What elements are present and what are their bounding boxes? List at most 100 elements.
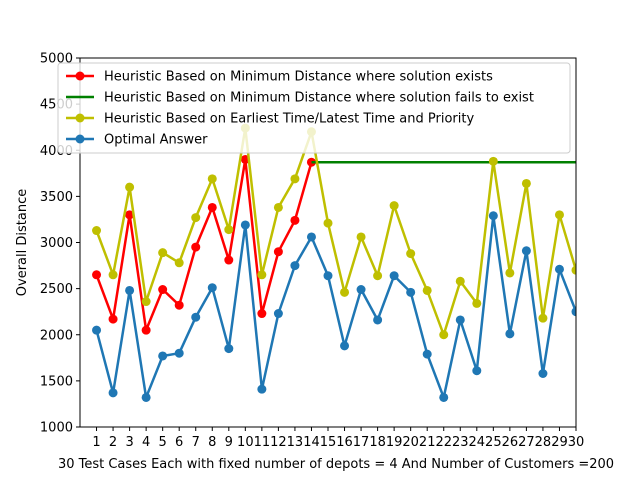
data-point [257,384,267,394]
legend-item: Heuristic Based on Earliest Time/Latest … [66,112,474,127]
data-point [158,351,168,361]
data-point [240,220,250,230]
legend-item: Optimal Answer [66,133,208,148]
x-tick-label: 4 [142,435,150,450]
series-line [95,158,313,332]
x-tick-label: 3 [125,435,133,450]
y-tick-label: 3000 [40,236,73,251]
data-point [571,265,576,275]
x-tick-label: 17 [353,435,370,450]
y-tick-label: 1500 [40,374,73,389]
x-tick-label: 19 [386,435,403,450]
data-point [191,242,201,252]
data-point [505,329,515,339]
legend-label: Heuristic Based on Earliest Time/Latest … [104,112,474,127]
x-tick-label: 5 [159,435,167,450]
data-point [356,285,366,295]
x-tick-label: 14 [303,435,320,450]
data-point [141,392,151,402]
x-tick-label: 2 [109,435,117,450]
data-point [389,271,399,281]
data-point [273,247,283,257]
x-tick-label: 7 [192,435,200,450]
data-point [538,368,548,378]
data-point [158,248,168,258]
data-point [472,366,482,376]
legend-swatch-marker [75,71,85,81]
x-tick-label: 24 [469,435,486,450]
data-point [224,344,234,354]
data-point [455,276,465,286]
data-point [455,315,465,325]
data-point [108,314,118,324]
data-point [356,232,366,242]
data-point [538,313,548,323]
data-point [323,218,333,228]
x-tick-label: 12 [270,435,287,450]
data-point [125,210,135,220]
x-tick-label: 27 [518,435,535,450]
data-point [406,249,416,259]
x-tick-label: 13 [287,435,304,450]
plot-area [92,123,576,402]
data-point [257,309,267,319]
legend-label: Heuristic Based on Minimum Distance wher… [104,91,534,106]
series-0 [92,154,316,335]
y-tick-label: 2000 [40,328,73,343]
data-point [306,157,316,167]
data-point [373,315,383,325]
data-point [422,349,432,359]
legend-item: Heuristic Based on Minimum Distance wher… [66,91,534,106]
legend-swatch-marker [75,134,85,144]
legend-swatch-marker [75,113,85,123]
x-tick-label: 9 [225,435,233,450]
data-point [224,225,234,235]
data-point [521,178,531,188]
data-point [554,210,564,220]
data-point [273,202,283,212]
data-point [521,246,531,256]
data-point [290,174,300,184]
data-point [340,287,350,297]
data-point [158,285,168,295]
data-point [554,264,564,274]
legend-label: Optimal Answer [104,133,208,148]
data-point [488,156,498,166]
data-point [141,297,151,307]
data-point [373,271,383,281]
data-point [439,392,449,402]
data-point [472,298,482,308]
x-tick-label: 18 [369,435,386,450]
x-tick-label: 29 [551,435,568,450]
series-3 [92,211,576,402]
legend-item: Heuristic Based on Minimum Distance wher… [66,70,493,85]
data-point [174,300,184,310]
series-2 [92,123,576,340]
data-point [306,232,316,242]
x-tick-label: 25 [485,435,502,450]
data-point [191,213,201,223]
x-tick-label: 6 [175,435,183,450]
x-tick-label: 22 [435,435,452,450]
y-axis-label: Overall Distance [15,189,30,296]
data-point [125,182,135,192]
data-point [389,201,399,211]
y-tick-label: 2500 [40,282,73,297]
data-point [290,215,300,225]
x-tick-label: 10 [237,435,254,450]
series-line [95,126,576,337]
data-point [174,348,184,358]
legend-box [57,62,571,154]
x-tick-label: 8 [208,435,216,450]
data-point [125,285,135,295]
x-tick-label: 15 [320,435,337,450]
data-point [422,285,432,295]
x-tick-label: 20 [402,435,419,450]
data-point [340,341,350,351]
x-tick-label: 28 [535,435,552,450]
legend-label: Heuristic Based on Minimum Distance wher… [104,70,493,85]
x-tick-label: 26 [502,435,519,450]
x-axis-label: 30 Test Cases Each with fixed number of … [58,457,614,472]
x-tick-label: 11 [254,435,271,450]
